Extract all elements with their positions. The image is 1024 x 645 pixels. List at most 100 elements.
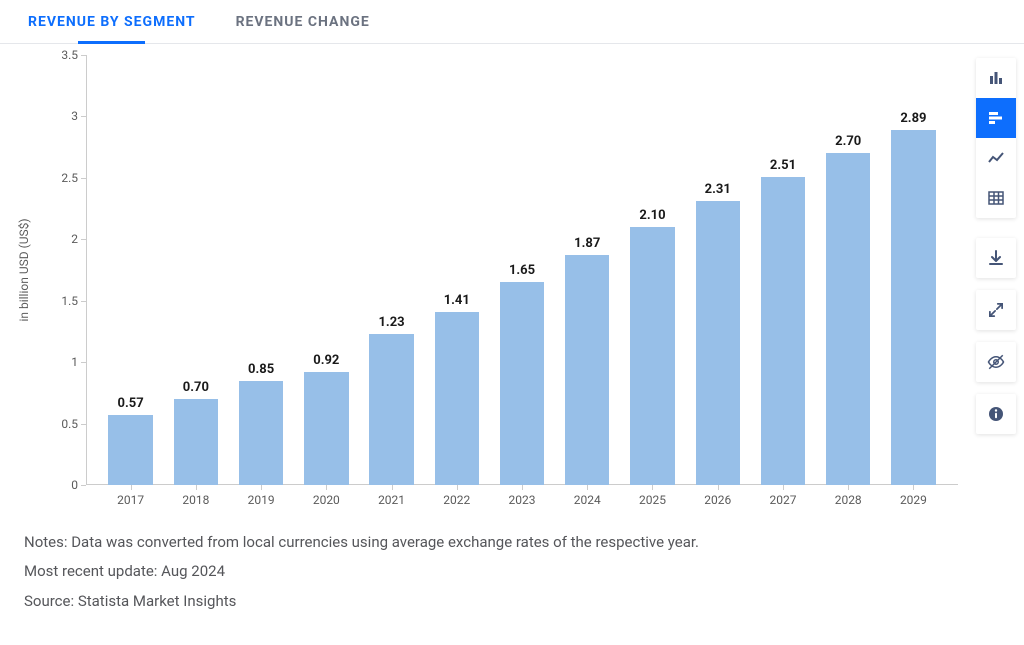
x-tick-mark — [261, 485, 262, 490]
bar-slot: 1.23 — [359, 55, 424, 485]
bars-container: 0.57 0.70 0.85 0.92 1.23 1.41 1.65 1.87 2.10 2.31… — [86, 55, 958, 485]
bar-value-label: 2.10 — [639, 208, 665, 223]
bar-value-label: 2.31 — [705, 182, 731, 197]
y-tick-mark — [81, 178, 86, 179]
x-tick-mark — [913, 485, 914, 490]
bar-value-label: 1.65 — [509, 263, 535, 278]
plot-area: 0.57 0.70 0.85 0.92 1.23 1.41 1.65 1.87 2.10 2.31… — [86, 55, 958, 485]
download-icon[interactable] — [976, 238, 1016, 278]
notes-line: Notes: Data was converted from local cur… — [24, 528, 699, 557]
bar-slot: 2.89 — [881, 55, 946, 485]
x-tick-mark — [196, 485, 197, 490]
bar-slot: 2.70 — [816, 55, 881, 485]
info-icon[interactable] — [976, 394, 1016, 434]
bar-value-label: 1.41 — [444, 293, 470, 308]
x-tick-label: 2019 — [228, 485, 293, 515]
bar-slot: 1.41 — [424, 55, 489, 485]
tab-label: REVENUE BY SEGMENT — [28, 14, 196, 30]
x-tick-label: 2021 — [359, 485, 424, 515]
bar[interactable] — [369, 334, 413, 485]
y-tick-mark — [81, 116, 86, 117]
bar-value-label: 2.51 — [770, 158, 796, 173]
bar-value-label: 1.23 — [378, 315, 404, 330]
bar-slot: 0.70 — [163, 55, 228, 485]
hide-icon[interactable] — [976, 342, 1016, 382]
bar-value-label: 2.89 — [900, 111, 926, 126]
tab-revenue-change[interactable]: REVENUE CHANGE — [236, 0, 370, 43]
bar[interactable] — [435, 312, 479, 485]
x-tick-mark — [326, 485, 327, 490]
y-tick-label: 3 — [71, 109, 78, 123]
y-tick-label: 2 — [71, 232, 78, 246]
bar-slot: 0.57 — [98, 55, 163, 485]
y-tick-label: 1 — [71, 355, 78, 369]
chart-toolbar — [976, 58, 1016, 218]
x-tick-mark — [392, 485, 393, 490]
tabs-container: REVENUE BY SEGMENT REVENUE CHANGE — [0, 0, 1024, 44]
bar[interactable] — [565, 255, 609, 485]
bar[interactable] — [500, 282, 544, 485]
bar-value-label: 0.70 — [183, 380, 209, 395]
x-tick-label: 2028 — [816, 485, 881, 515]
y-axis-label: in billion USD (US$) — [17, 218, 31, 321]
bar[interactable] — [696, 201, 740, 485]
y-tick-mark — [81, 424, 86, 425]
chart-container: in billion USD (US$) 00.511.522.533.5 0.… — [18, 55, 958, 515]
x-tick-label: 2022 — [424, 485, 489, 515]
x-tick-label: 2025 — [620, 485, 685, 515]
y-tick-mark — [81, 362, 86, 363]
bar[interactable] — [304, 372, 348, 485]
bar-chart-icon[interactable] — [976, 98, 1016, 138]
notes-line: Most recent update: Aug 2024 — [24, 557, 699, 586]
bar[interactable] — [761, 177, 805, 485]
line-chart-icon[interactable] — [976, 138, 1016, 178]
x-tick-label: 2029 — [881, 485, 946, 515]
bar-slot: 1.87 — [555, 55, 620, 485]
bar[interactable] — [174, 399, 218, 485]
y-tick-label: 2.5 — [61, 171, 78, 185]
notes-line: Source: Statista Market Insights — [24, 587, 699, 616]
bar-slot: 2.51 — [750, 55, 815, 485]
x-axis-labels: 2017201820192020202120222023202420252026… — [86, 485, 958, 515]
x-tick-mark — [718, 485, 719, 490]
y-tick-mark — [81, 301, 86, 302]
x-tick-label: 2024 — [555, 485, 620, 515]
y-tick-label: 0.5 — [61, 417, 78, 431]
bar-value-label: 0.92 — [313, 353, 339, 368]
bar-value-label: 0.85 — [248, 362, 274, 377]
y-tick-label: 1.5 — [61, 294, 78, 308]
bar-slot: 1.65 — [489, 55, 554, 485]
bar[interactable] — [108, 415, 152, 485]
x-tick-mark — [848, 485, 849, 490]
table-icon[interactable] — [976, 178, 1016, 218]
y-tick-label: 3.5 — [61, 48, 78, 62]
x-tick-mark — [522, 485, 523, 490]
bar-slot: 2.31 — [685, 55, 750, 485]
chart-notes: Notes: Data was converted from local cur… — [24, 528, 699, 616]
y-axis: in billion USD (US$) 00.511.522.533.5 — [18, 55, 86, 485]
bar-slot: 2.10 — [620, 55, 685, 485]
x-tick-mark — [457, 485, 458, 490]
column-chart-icon[interactable] — [976, 58, 1016, 98]
y-tick-label: 0 — [71, 478, 78, 492]
x-tick-label: 2023 — [489, 485, 554, 515]
bar[interactable] — [630, 227, 674, 485]
fullscreen-icon[interactable] — [976, 290, 1016, 330]
x-tick-label: 2017 — [98, 485, 163, 515]
x-tick-label: 2018 — [163, 485, 228, 515]
x-tick-mark — [652, 485, 653, 490]
y-tick-mark — [81, 239, 86, 240]
bar[interactable] — [826, 153, 870, 485]
bar[interactable] — [891, 130, 935, 485]
tab-revenue-by-segment[interactable]: REVENUE BY SEGMENT — [28, 0, 196, 43]
chart-actions — [976, 238, 1016, 434]
x-tick-label: 2020 — [294, 485, 359, 515]
bar-value-label: 2.70 — [835, 134, 861, 149]
x-tick-label: 2026 — [685, 485, 750, 515]
bar-slot: 0.92 — [294, 55, 359, 485]
x-tick-mark — [783, 485, 784, 490]
bar[interactable] — [239, 381, 283, 485]
x-tick-mark — [131, 485, 132, 490]
x-tick-mark — [587, 485, 588, 490]
bar-slot: 0.85 — [228, 55, 293, 485]
